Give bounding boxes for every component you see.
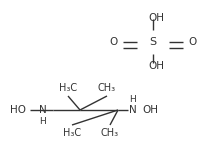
Text: CH₃: CH₃ <box>101 128 119 138</box>
Text: CH₃: CH₃ <box>98 83 116 93</box>
Text: OH: OH <box>148 13 164 23</box>
Text: O: O <box>110 37 118 47</box>
Text: OH: OH <box>148 61 164 71</box>
Text: H: H <box>130 96 136 104</box>
Text: OH: OH <box>142 105 158 115</box>
Text: S: S <box>149 37 157 47</box>
Text: HO: HO <box>10 105 26 115</box>
Text: H₃C: H₃C <box>59 83 77 93</box>
Text: H: H <box>40 117 46 127</box>
Text: O: O <box>188 37 196 47</box>
Text: N: N <box>129 105 137 115</box>
Text: H₃C: H₃C <box>63 128 81 138</box>
Text: N: N <box>39 105 47 115</box>
